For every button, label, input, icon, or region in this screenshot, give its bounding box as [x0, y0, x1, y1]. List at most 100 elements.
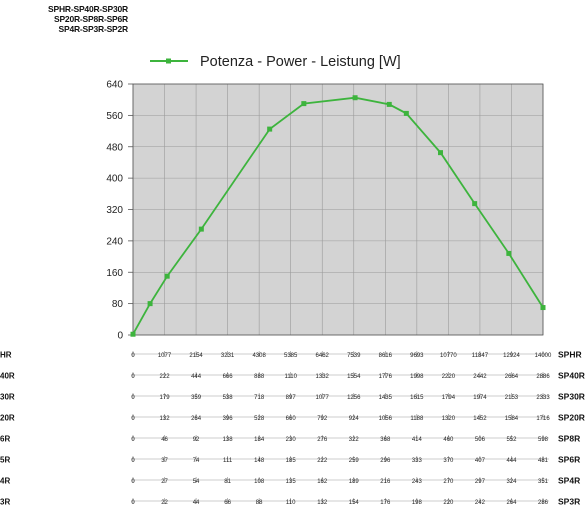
legend-marker: [166, 58, 171, 64]
scale-value: 444: [191, 374, 202, 380]
scale-value: 1615: [410, 395, 424, 401]
scale-value: 184: [254, 437, 265, 443]
scale-value: 44: [193, 500, 200, 506]
scale-value: 154: [349, 500, 360, 506]
scale-value: 0: [131, 395, 135, 401]
scale-value: 176: [380, 500, 391, 506]
scale-value: 8616: [379, 353, 393, 359]
scale-value: 296: [380, 458, 391, 464]
scale-value: 3231: [221, 353, 235, 359]
scale-value: 1776: [379, 374, 393, 380]
scale-value: 2664: [505, 374, 519, 380]
data-point: [301, 101, 307, 107]
scale-value: 135: [286, 479, 297, 485]
scale-value: 189: [349, 479, 360, 485]
data-point: [403, 110, 409, 116]
scale-row-label: SP4R: [558, 476, 580, 486]
scale-value: 132: [160, 416, 171, 422]
scale-value: 1188: [410, 416, 424, 422]
scale-row-label: SP6R: [558, 455, 580, 465]
scale-value: 27: [161, 479, 168, 485]
scale-value: 0: [131, 353, 135, 359]
scale-value: 888: [254, 374, 265, 380]
left-row-label: 5R: [0, 456, 10, 465]
scale-row-label: SP30R: [558, 392, 585, 402]
y-tick-label: 480: [106, 142, 123, 153]
scale-value: 4308: [252, 353, 266, 359]
left-row-label: 20R: [0, 414, 15, 423]
scale-value: 6462: [316, 353, 330, 359]
scale-value: 242: [475, 500, 486, 506]
scale-value: 2153: [505, 395, 519, 401]
scale-value: 10770: [440, 353, 457, 359]
scale-value: 481: [538, 458, 549, 464]
y-tick-label: 160: [106, 268, 123, 279]
scale-row-label: SP20R: [558, 413, 585, 423]
scale-value: 924: [349, 416, 360, 422]
scale-value: 230: [286, 437, 297, 443]
scale-value: 9693: [410, 353, 424, 359]
data-point: [147, 301, 153, 307]
scale-value: 22: [161, 500, 168, 506]
scale-value: 1320: [442, 416, 456, 422]
scale-value: 0: [131, 374, 135, 380]
scale-value: 46: [161, 437, 168, 443]
models-title-line-2: SP20R-SP8R-SP6R: [53, 14, 128, 24]
scale-value: 1077: [316, 395, 330, 401]
scale-value: 222: [160, 374, 171, 380]
scale-value: 368: [380, 437, 391, 443]
left-row-label: 30R: [0, 393, 15, 402]
scale-value: 88: [256, 500, 263, 506]
scale-value: 407: [475, 458, 486, 464]
scale-value: 1452: [473, 416, 487, 422]
y-tick-label: 240: [106, 236, 123, 247]
y-tick-label: 400: [106, 174, 123, 185]
scale-value: 81: [224, 479, 231, 485]
data-point: [352, 95, 358, 101]
scale-value: 0: [131, 500, 135, 506]
scale-value: 322: [349, 437, 360, 443]
scale-value: 359: [191, 395, 202, 401]
scale-value: 1110: [284, 374, 297, 380]
scale-value: 1974: [473, 395, 487, 401]
scale-value: 264: [191, 416, 202, 422]
scale-value: 1794: [442, 395, 456, 401]
models-title-line-3: SP4R-SP3R-SP2R: [58, 24, 129, 34]
scale-value: 0: [131, 479, 135, 485]
scale-value: 0: [131, 437, 135, 443]
scale-value: 132: [317, 500, 328, 506]
scale-value: 1554: [347, 374, 361, 380]
y-tick-label: 320: [106, 205, 123, 216]
scale-value: 718: [254, 395, 265, 401]
scale-value: 1584: [505, 416, 519, 422]
scale-value: 1332: [316, 374, 330, 380]
scale-value: 185: [286, 458, 297, 464]
scale-value: 12924: [503, 353, 520, 359]
data-point: [267, 126, 273, 132]
scale-value: 264: [506, 500, 517, 506]
scale-value: 243: [412, 479, 423, 485]
scale-value: 220: [443, 500, 454, 506]
scale-value: 1256: [347, 395, 361, 401]
scale-value: 92: [193, 437, 200, 443]
models-title-line-1: SPHR-SP40R-SP30R: [48, 4, 128, 14]
scale-value: 1435: [379, 395, 393, 401]
scale-value: 444: [506, 458, 517, 464]
scale-value: 297: [475, 479, 486, 485]
scale-value: 2442: [473, 374, 487, 380]
scale-value: 1716: [536, 416, 550, 422]
scale-value: 179: [160, 395, 171, 401]
scale-value: 222: [317, 458, 328, 464]
scale-value: 111: [223, 458, 233, 464]
scale-value: 270: [443, 479, 454, 485]
scale-value: 666: [223, 374, 234, 380]
scale-row-label: SPHR: [558, 350, 582, 360]
scale-value: 538: [223, 395, 234, 401]
scale-value: 351: [538, 479, 549, 485]
scale-value: 660: [286, 416, 297, 422]
scale-value: 14000: [535, 353, 552, 359]
plot-border: [132, 83, 544, 336]
scale-value: 552: [506, 437, 517, 443]
data-point: [386, 101, 392, 107]
